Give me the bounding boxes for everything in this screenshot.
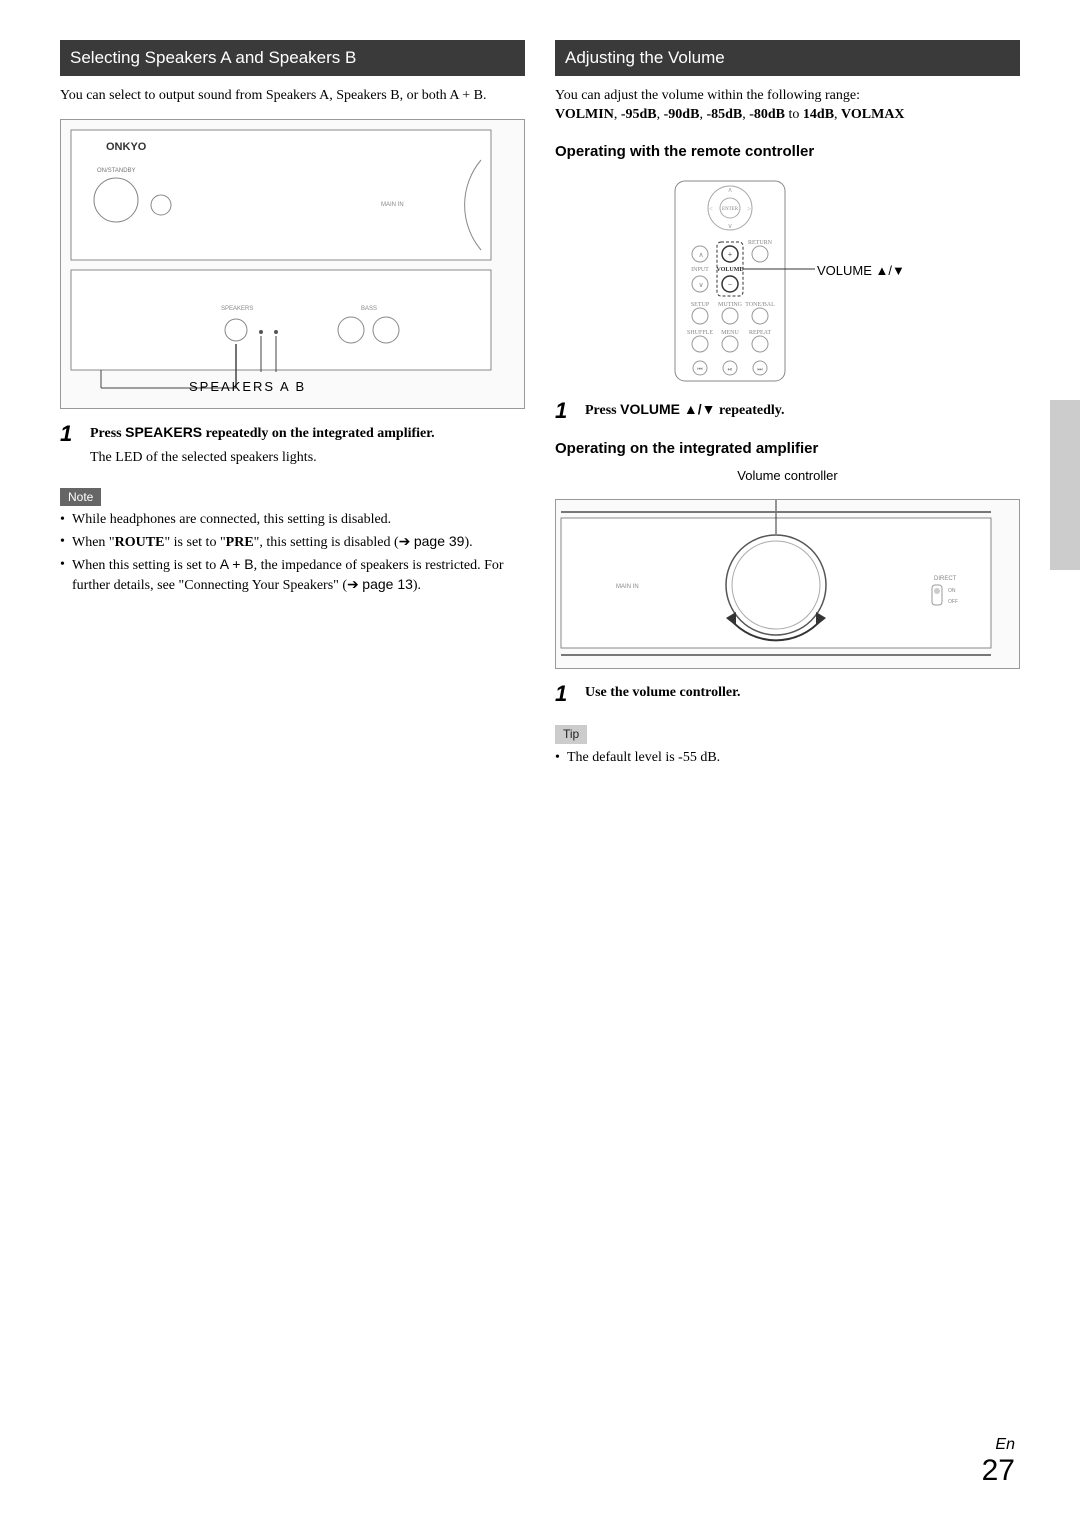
note-item: When this setting is set to A + B, the i…: [60, 555, 525, 596]
svg-text:SHUFFLE: SHUFFLE: [687, 330, 713, 336]
svg-text:<: <: [709, 205, 713, 213]
tip-item: The default level is -55 dB.: [555, 748, 1020, 768]
svg-text:VOLUME: VOLUME: [717, 267, 744, 273]
svg-text:INPUT: INPUT: [691, 267, 709, 273]
step-1-volume-amp: 1 Use the volume controller.: [555, 683, 1020, 705]
note-item: When "ROUTE" is set to "PRE", this setti…: [60, 532, 525, 553]
svg-text:OFF: OFF: [948, 599, 958, 605]
svg-text:MUTING: MUTING: [718, 302, 743, 308]
subhead-remote: Operating with the remote controller: [555, 141, 1020, 162]
svg-text:∨: ∨: [698, 281, 703, 289]
svg-text:+: +: [728, 250, 733, 259]
svg-text:∧: ∧: [698, 251, 703, 259]
amplifier-front-diagram: ONKYO ON/STANDBY MAIN IN SPEAKERS BASS: [60, 119, 525, 409]
section-side-tab: [1050, 400, 1080, 570]
footer-page-number: 27: [982, 1456, 1015, 1486]
svg-text:TONE/BAL: TONE/BAL: [745, 302, 775, 308]
step-1-volume-remote: 1 Press VOLUME ▲/▼ repeatedly.: [555, 400, 1020, 422]
svg-text:ENTER: ENTER: [722, 207, 739, 212]
section-heading-speakers: Selecting Speakers A and Speakers B: [60, 40, 525, 76]
svg-text:ON/STANDBY: ON/STANDBY: [97, 168, 136, 174]
svg-text:RETURN: RETURN: [748, 240, 773, 246]
page-footer: En 27: [982, 1434, 1015, 1486]
amplifier-volume-diagram: MAIN IN DIRECT ON OFF: [555, 499, 1020, 669]
tip-tag: Tip: [555, 725, 587, 744]
step-text: Press VOLUME ▲/▼ repeatedly.: [585, 400, 1020, 421]
svg-text:SPEAKERS: SPEAKERS: [221, 306, 253, 312]
step-number: 1: [555, 400, 575, 422]
svg-text:∨: ∨: [727, 222, 732, 230]
svg-text:REPEAT: REPEAT: [749, 330, 771, 336]
svg-text:BASS: BASS: [361, 306, 377, 312]
svg-text:ON: ON: [948, 588, 956, 594]
footer-language: En: [982, 1434, 1015, 1456]
svg-text:MENU: MENU: [721, 330, 739, 336]
svg-text:∧: ∧: [727, 186, 732, 194]
note-item: While headphones are connected, this set…: [60, 510, 525, 530]
svg-text:>: >: [747, 205, 751, 213]
svg-text:ONKYO: ONKYO: [106, 141, 147, 153]
svg-text:SETUP: SETUP: [691, 302, 710, 308]
step-number: 1: [555, 683, 575, 705]
svg-text:⏭: ⏭: [757, 367, 763, 373]
volume-callout-label: VOLUME ▲/▼: [817, 262, 905, 280]
svg-text:MAIN IN: MAIN IN: [616, 584, 639, 590]
note-list: While headphones are connected, this set…: [60, 510, 525, 595]
svg-text:−: −: [728, 280, 733, 289]
left-column: Selecting Speakers A and Speakers B You …: [60, 40, 525, 770]
step-1-speakers: 1 Press SPEAKERS repeatedly on the integ…: [60, 423, 525, 467]
section-heading-volume: Adjusting the Volume: [555, 40, 1020, 76]
step-subtext: The LED of the selected speakers lights.: [90, 448, 525, 468]
step-number: 1: [60, 423, 80, 467]
note-tag: Note: [60, 488, 101, 507]
intro-speakers: You can select to output sound from Spea…: [60, 86, 525, 106]
intro-volume: You can adjust the volume within the fol…: [555, 86, 1020, 125]
step-text: Use the volume controller.: [585, 683, 1020, 703]
step-text: Press SPEAKERS repeatedly on the integra…: [90, 423, 525, 444]
tip-list: The default level is -55 dB.: [555, 748, 1020, 768]
svg-text:⏯: ⏯: [728, 367, 733, 373]
subhead-amplifier: Operating on the integrated amplifier: [555, 438, 1020, 459]
speakers-callout-label: SPEAKERS A B: [189, 378, 306, 396]
svg-text:⏮: ⏮: [697, 367, 703, 373]
svg-text:DIRECT: DIRECT: [934, 576, 957, 582]
remote-diagram: ENTER ∧ ∨ < > RETURN INPUT ∧ ∨ VOLUME +: [555, 176, 1020, 386]
volume-controller-label: Volume controller: [555, 467, 1020, 485]
svg-text:MAIN IN: MAIN IN: [381, 202, 404, 208]
right-column: Adjusting the Volume You can adjust the …: [555, 40, 1020, 770]
